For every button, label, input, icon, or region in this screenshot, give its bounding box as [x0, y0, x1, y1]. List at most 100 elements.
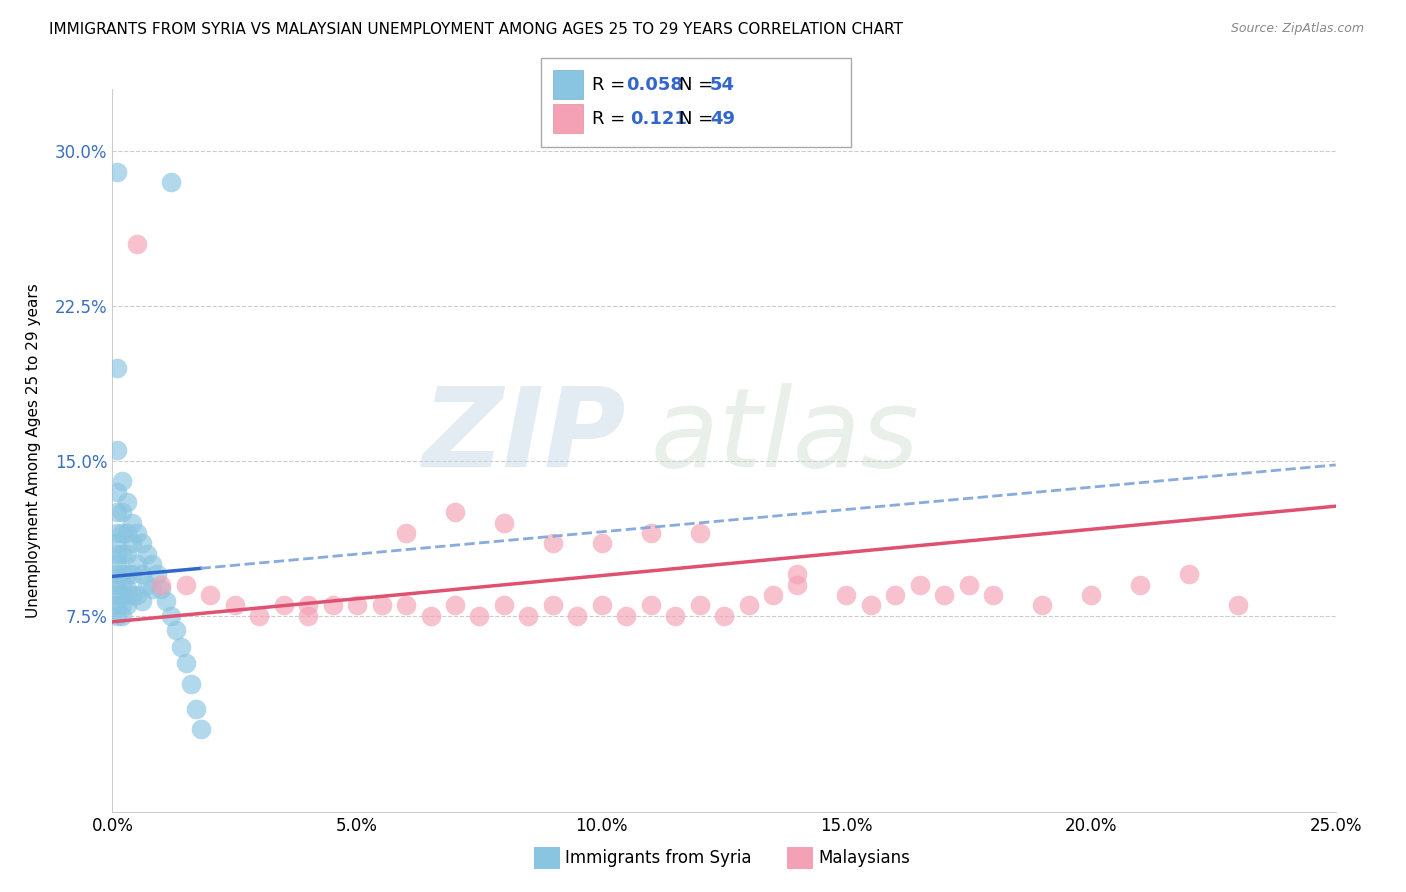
- Point: [105, 165, 128, 179]
- Point: [180, 677, 202, 691]
- Point: [105, 443, 128, 458]
- Y-axis label: Unemployment Among Ages 25 to 29 years: Unemployment Among Ages 25 to 29 years: [27, 283, 41, 618]
- Point: [115, 567, 138, 582]
- Text: Source: ZipAtlas.com: Source: ZipAtlas.com: [1230, 22, 1364, 36]
- Point: [105, 484, 128, 499]
- Point: [121, 567, 143, 582]
- Point: [141, 557, 163, 571]
- Point: [1080, 588, 1102, 602]
- Point: [981, 588, 1004, 602]
- Point: [150, 577, 173, 591]
- Point: [395, 599, 418, 613]
- Point: [247, 608, 270, 623]
- Point: [419, 608, 441, 623]
- Point: [125, 557, 148, 571]
- Point: [1226, 599, 1249, 613]
- Point: [111, 608, 134, 623]
- Point: [111, 505, 134, 519]
- Point: [170, 640, 193, 654]
- Point: [105, 577, 128, 591]
- Point: [640, 599, 662, 613]
- Point: [105, 608, 128, 623]
- Point: [121, 536, 143, 550]
- Point: [541, 599, 564, 613]
- Point: [184, 701, 207, 715]
- Point: [121, 516, 143, 530]
- Text: N =: N =: [679, 76, 718, 94]
- Point: [111, 599, 134, 613]
- Text: Malaysians: Malaysians: [818, 849, 910, 867]
- Text: R =: R =: [592, 76, 631, 94]
- Point: [737, 599, 759, 613]
- Point: [492, 599, 515, 613]
- Point: [346, 599, 368, 613]
- Point: [468, 608, 491, 623]
- Point: [111, 567, 134, 582]
- Point: [370, 599, 392, 613]
- Point: [908, 577, 931, 591]
- Point: [567, 608, 589, 623]
- Point: [190, 722, 212, 736]
- Point: [155, 594, 177, 608]
- Point: [121, 588, 143, 602]
- Point: [786, 577, 808, 591]
- Point: [859, 599, 882, 613]
- Point: [541, 536, 564, 550]
- Point: [160, 175, 183, 189]
- Point: [105, 567, 128, 582]
- Point: [115, 582, 138, 596]
- Point: [105, 360, 128, 375]
- Text: 0.121: 0.121: [630, 110, 686, 128]
- Point: [591, 536, 613, 550]
- Point: [1129, 577, 1152, 591]
- Point: [111, 577, 134, 591]
- Point: [614, 608, 637, 623]
- Point: [297, 599, 319, 613]
- Point: [111, 526, 134, 541]
- Point: [125, 237, 148, 252]
- Point: [131, 536, 153, 550]
- Text: R =: R =: [592, 110, 637, 128]
- Point: [111, 547, 134, 561]
- Point: [131, 594, 153, 608]
- Text: 54: 54: [710, 76, 735, 94]
- Point: [150, 582, 173, 596]
- Point: [762, 588, 785, 602]
- Point: [105, 505, 128, 519]
- Text: N =: N =: [679, 110, 718, 128]
- Point: [125, 526, 148, 541]
- Point: [111, 475, 134, 489]
- Point: [145, 567, 167, 582]
- Point: [786, 567, 808, 582]
- Point: [105, 588, 128, 602]
- Point: [884, 588, 907, 602]
- Point: [640, 526, 662, 541]
- Point: [664, 608, 686, 623]
- Point: [135, 577, 157, 591]
- Point: [689, 599, 711, 613]
- Text: Immigrants from Syria: Immigrants from Syria: [565, 849, 752, 867]
- Point: [1178, 567, 1201, 582]
- Point: [322, 599, 344, 613]
- Point: [1031, 599, 1053, 613]
- Point: [115, 547, 138, 561]
- Text: 49: 49: [710, 110, 735, 128]
- Text: 0.058: 0.058: [626, 76, 683, 94]
- Point: [517, 608, 540, 623]
- Point: [160, 608, 183, 623]
- Point: [297, 608, 319, 623]
- Point: [131, 567, 153, 582]
- Point: [174, 656, 197, 670]
- Point: [492, 516, 515, 530]
- Point: [689, 526, 711, 541]
- Point: [444, 505, 467, 519]
- Point: [395, 526, 418, 541]
- Point: [444, 599, 467, 613]
- Point: [105, 557, 128, 571]
- Point: [111, 588, 134, 602]
- Text: IMMIGRANTS FROM SYRIA VS MALAYSIAN UNEMPLOYMENT AMONG AGES 25 TO 29 YEARS CORREL: IMMIGRANTS FROM SYRIA VS MALAYSIAN UNEMP…: [49, 22, 903, 37]
- Point: [174, 577, 197, 591]
- Point: [135, 547, 157, 561]
- Point: [713, 608, 735, 623]
- Point: [115, 495, 138, 509]
